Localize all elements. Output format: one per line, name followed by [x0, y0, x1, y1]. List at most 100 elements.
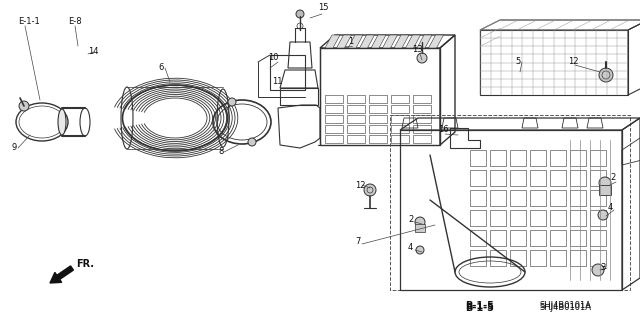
- Bar: [510, 150, 526, 166]
- Text: 6: 6: [158, 63, 163, 72]
- Bar: [530, 170, 546, 186]
- Text: E-1-1: E-1-1: [18, 18, 40, 26]
- Bar: [413, 125, 431, 133]
- Bar: [413, 115, 431, 123]
- Text: E-8: E-8: [68, 18, 82, 26]
- Text: 12: 12: [355, 181, 365, 189]
- Bar: [347, 105, 365, 113]
- Bar: [413, 105, 431, 113]
- Polygon shape: [383, 35, 397, 48]
- Circle shape: [599, 68, 613, 82]
- Bar: [570, 250, 586, 266]
- Bar: [530, 190, 546, 206]
- Polygon shape: [348, 35, 363, 48]
- Polygon shape: [360, 35, 374, 48]
- Text: 15: 15: [318, 4, 328, 12]
- Bar: [570, 170, 586, 186]
- Circle shape: [364, 184, 376, 196]
- Bar: [570, 210, 586, 226]
- Polygon shape: [394, 35, 409, 48]
- Bar: [325, 135, 343, 143]
- Bar: [369, 95, 387, 103]
- Bar: [490, 210, 506, 226]
- FancyArrow shape: [50, 266, 74, 283]
- Text: 4: 4: [608, 204, 613, 212]
- Bar: [347, 125, 365, 133]
- Bar: [391, 125, 409, 133]
- Text: 2: 2: [610, 174, 615, 182]
- Bar: [570, 150, 586, 166]
- Polygon shape: [371, 35, 386, 48]
- Bar: [530, 250, 546, 266]
- Bar: [490, 150, 506, 166]
- Text: 5: 5: [515, 57, 520, 66]
- Text: 7: 7: [355, 238, 360, 247]
- Bar: [550, 150, 566, 166]
- Bar: [510, 230, 526, 246]
- Bar: [347, 95, 365, 103]
- Bar: [391, 95, 409, 103]
- Polygon shape: [417, 35, 432, 48]
- Bar: [413, 95, 431, 103]
- Circle shape: [598, 210, 608, 220]
- Bar: [347, 115, 365, 123]
- Text: 8: 8: [218, 147, 223, 157]
- Bar: [530, 210, 546, 226]
- Bar: [470, 250, 486, 266]
- Bar: [415, 224, 425, 232]
- Circle shape: [417, 53, 427, 63]
- Bar: [347, 135, 365, 143]
- Bar: [325, 95, 343, 103]
- Bar: [550, 210, 566, 226]
- Bar: [510, 190, 526, 206]
- Text: 16: 16: [438, 125, 449, 135]
- Bar: [369, 125, 387, 133]
- Ellipse shape: [58, 109, 66, 135]
- Polygon shape: [406, 35, 420, 48]
- Text: 3: 3: [600, 263, 605, 272]
- Circle shape: [296, 10, 304, 18]
- Bar: [599, 185, 611, 195]
- Bar: [590, 230, 606, 246]
- Bar: [413, 135, 431, 143]
- Bar: [325, 105, 343, 113]
- Circle shape: [592, 264, 604, 276]
- Text: 11: 11: [272, 78, 282, 86]
- Text: FR.: FR.: [76, 259, 94, 269]
- Bar: [490, 250, 506, 266]
- Polygon shape: [337, 35, 351, 48]
- Bar: [550, 250, 566, 266]
- Text: 12: 12: [568, 57, 579, 66]
- Bar: [490, 190, 506, 206]
- Circle shape: [228, 98, 236, 106]
- Text: SHJ4B0101A: SHJ4B0101A: [540, 303, 592, 313]
- Bar: [470, 170, 486, 186]
- Text: 13: 13: [412, 46, 422, 55]
- Bar: [510, 210, 526, 226]
- Bar: [570, 230, 586, 246]
- Bar: [550, 170, 566, 186]
- Bar: [590, 210, 606, 226]
- Text: SHJ4B0101A: SHJ4B0101A: [540, 301, 592, 310]
- Circle shape: [248, 138, 256, 146]
- Bar: [325, 115, 343, 123]
- Bar: [470, 210, 486, 226]
- Bar: [510, 170, 526, 186]
- Text: 2: 2: [408, 216, 413, 225]
- Bar: [550, 230, 566, 246]
- Bar: [590, 150, 606, 166]
- Text: B-1-5: B-1-5: [465, 301, 495, 311]
- Text: 4: 4: [408, 243, 413, 253]
- Bar: [530, 150, 546, 166]
- Bar: [369, 115, 387, 123]
- Bar: [369, 105, 387, 113]
- Bar: [490, 170, 506, 186]
- Text: 10: 10: [268, 54, 278, 63]
- Polygon shape: [325, 35, 340, 48]
- Text: B-1-5: B-1-5: [465, 303, 495, 313]
- Circle shape: [415, 217, 425, 227]
- Text: 14: 14: [88, 48, 99, 56]
- Bar: [470, 230, 486, 246]
- Bar: [470, 150, 486, 166]
- Bar: [510, 250, 526, 266]
